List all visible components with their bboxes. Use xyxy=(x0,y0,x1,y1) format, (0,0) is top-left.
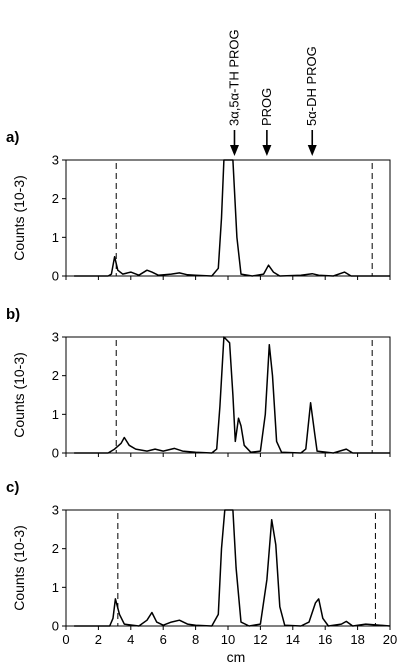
y-tick-label: 3 xyxy=(52,503,59,518)
data-trace xyxy=(74,509,391,627)
panel-label: a) xyxy=(6,129,19,146)
panel-label: b) xyxy=(6,306,20,323)
y-axis-title: Counts (10-3) xyxy=(11,175,27,261)
x-tick-label: 12 xyxy=(253,632,267,647)
y-axis-title: Counts (10-3) xyxy=(11,352,27,438)
peak-marker-label: 5α-DH PROG xyxy=(304,46,319,126)
chart-panel: b) 0 1 2 3 Counts (10-3) xyxy=(6,306,391,461)
x-tick-label: 4 xyxy=(127,632,134,647)
arrow-head-icon xyxy=(262,145,272,156)
y-tick-label: 2 xyxy=(52,368,59,383)
chart-panel: c) 0 1 2 3 Counts (10-3) xyxy=(6,479,391,634)
peak-marker-label: PROG xyxy=(259,88,274,126)
panel-label: c) xyxy=(6,479,19,496)
data-trace xyxy=(74,159,390,277)
x-axis-title: cm xyxy=(227,649,246,664)
peak-marker: PROG xyxy=(259,88,274,156)
x-tick-label: 14 xyxy=(286,632,300,647)
x-tick-label: 6 xyxy=(160,632,167,647)
y-tick-label: 1 xyxy=(52,230,59,245)
y-tick-label: 3 xyxy=(52,330,59,345)
x-tick-label: 0 xyxy=(62,632,69,647)
data-trace xyxy=(74,336,390,454)
y-tick-label: 2 xyxy=(52,541,59,556)
chart-panel: a) 0 1 2 3 Counts (10-3) xyxy=(6,129,391,284)
x-tick-label: 20 xyxy=(383,632,397,647)
y-tick-label: 0 xyxy=(52,446,59,461)
y-tick-label: 0 xyxy=(52,269,59,284)
y-tick-label: 1 xyxy=(52,580,59,595)
y-tick-label: 3 xyxy=(52,153,59,168)
x-tick-label: 2 xyxy=(95,632,102,647)
arrow-head-icon xyxy=(307,145,317,156)
y-tick-label: 0 xyxy=(52,619,59,634)
peak-marker: 5α-DH PROG xyxy=(304,46,319,156)
x-tick-label: 10 xyxy=(221,632,235,647)
peak-marker-label: 3α,5α-TH PROG xyxy=(226,29,241,126)
x-tick-label: 16 xyxy=(318,632,332,647)
y-axis-title: Counts (10-3) xyxy=(11,525,27,611)
axis-titles: 0 2 4 6 8 10 12 14 16 18 20 cm xyxy=(62,632,397,664)
y-tick-label: 2 xyxy=(52,191,59,206)
peak-marker: 3α,5α-TH PROG xyxy=(226,29,241,156)
arrow-head-icon xyxy=(229,145,239,156)
peak-markers: 3α,5α-TH PROG PROG 5α-DH PROG xyxy=(226,29,319,156)
y-tick-label: 1 xyxy=(52,407,59,422)
x-tick-label: 18 xyxy=(350,632,364,647)
x-tick-label: 8 xyxy=(192,632,199,647)
plot-frame xyxy=(65,336,391,454)
